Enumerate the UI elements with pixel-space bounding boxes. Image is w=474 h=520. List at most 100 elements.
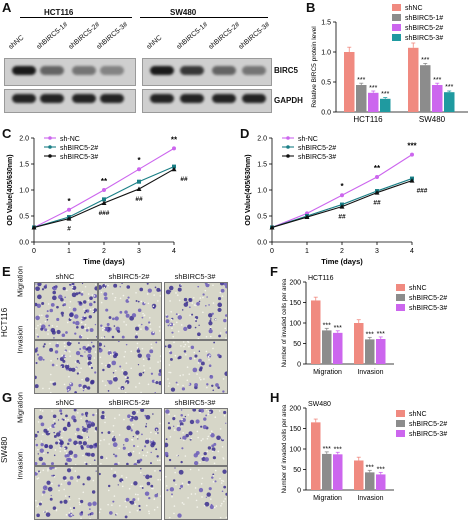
cell-line-label: SW480 — [0, 436, 9, 463]
stained-cell — [141, 449, 144, 451]
stained-cell — [189, 419, 195, 425]
y-tick-label: 150 — [289, 426, 301, 433]
pore — [118, 387, 120, 390]
pore — [137, 497, 140, 500]
stained-cell — [144, 445, 147, 448]
pore — [95, 283, 97, 286]
pore — [180, 324, 183, 326]
pore — [146, 438, 148, 440]
stained-cell — [211, 444, 215, 448]
stained-cell — [167, 426, 172, 430]
stained-cell — [86, 431, 88, 433]
stained-cell — [35, 315, 40, 321]
protein-label-gapdh: GAPDH — [274, 96, 303, 105]
point-2 — [31, 224, 37, 230]
lane-label: shBIRC5-1# — [175, 21, 210, 51]
stained-cell — [222, 390, 225, 393]
stained-cell — [205, 304, 207, 307]
pore — [110, 468, 113, 470]
legend-swatch — [392, 14, 401, 21]
stained-cell — [92, 413, 95, 417]
stained-cell — [66, 341, 72, 346]
pore — [185, 353, 187, 356]
stained-cell — [73, 453, 78, 458]
stained-cell — [56, 358, 59, 360]
stained-cell — [69, 283, 71, 286]
stained-cell — [63, 303, 67, 306]
gapdh-band — [212, 94, 236, 103]
stained-cell — [130, 429, 133, 432]
legend-swatch — [396, 430, 405, 437]
pore — [61, 354, 64, 357]
stained-cell — [171, 331, 174, 334]
pore — [104, 421, 106, 424]
pore — [147, 383, 150, 386]
point-0 — [137, 167, 141, 172]
stained-cell — [52, 290, 57, 295]
pore — [182, 432, 184, 434]
pore — [134, 503, 137, 506]
stained-cell — [41, 288, 45, 291]
pore — [64, 479, 67, 482]
stained-cell — [159, 469, 161, 472]
stained-cell — [114, 316, 119, 321]
stained-cell — [150, 451, 152, 454]
stained-cell — [113, 283, 118, 288]
stained-cell — [62, 286, 66, 291]
pore — [219, 291, 222, 294]
sig-star: * — [137, 156, 141, 165]
pore — [136, 509, 139, 512]
pore — [75, 367, 77, 369]
stained-cell — [156, 287, 161, 292]
pore — [80, 321, 83, 324]
pore — [69, 341, 72, 343]
pore — [153, 498, 156, 500]
stained-cell — [198, 350, 201, 352]
stained-cell — [90, 452, 95, 457]
stained-cell — [132, 444, 136, 448]
stained-cell — [203, 451, 207, 456]
stained-cell — [35, 462, 38, 465]
stained-cell — [185, 433, 189, 438]
stained-cell — [117, 484, 119, 486]
stained-cell — [68, 438, 72, 442]
sig-star: ** — [171, 135, 178, 144]
stained-cell — [195, 320, 198, 322]
sig-hash: ## — [373, 200, 381, 207]
y-axis-label: OD Value(405/630nm) — [7, 154, 14, 225]
pore — [224, 327, 226, 330]
stained-cell — [188, 356, 193, 360]
pore — [89, 464, 92, 465]
stained-cell — [150, 484, 154, 488]
legend-swatch — [396, 304, 405, 311]
pore — [206, 450, 209, 453]
sig-hash: # — [67, 226, 71, 233]
pore — [44, 320, 47, 323]
pore — [222, 378, 225, 380]
pore — [187, 483, 190, 486]
stained-cell — [71, 415, 76, 420]
stained-cell — [144, 491, 150, 496]
pore — [66, 289, 68, 292]
stained-cell — [145, 474, 150, 480]
pore — [86, 439, 89, 441]
pore — [84, 323, 87, 326]
stained-cell — [42, 345, 45, 348]
pore — [180, 345, 182, 347]
stained-cell — [81, 355, 84, 358]
stained-cell — [208, 321, 213, 326]
pore — [41, 494, 44, 496]
x-tick-label: 3 — [137, 248, 141, 255]
stained-cell — [50, 303, 55, 307]
birc5-band — [242, 66, 266, 75]
pore — [214, 318, 217, 321]
sig-stars: *** — [334, 446, 342, 453]
legend-label: shBIRC5-3# — [409, 431, 447, 438]
category-label: Migration — [313, 495, 342, 502]
stained-cell — [69, 312, 74, 318]
stained-cell — [180, 413, 183, 417]
pore — [59, 447, 61, 449]
sig-hash: ### — [417, 188, 428, 195]
stained-cell — [126, 376, 129, 380]
stained-cell — [206, 383, 209, 386]
